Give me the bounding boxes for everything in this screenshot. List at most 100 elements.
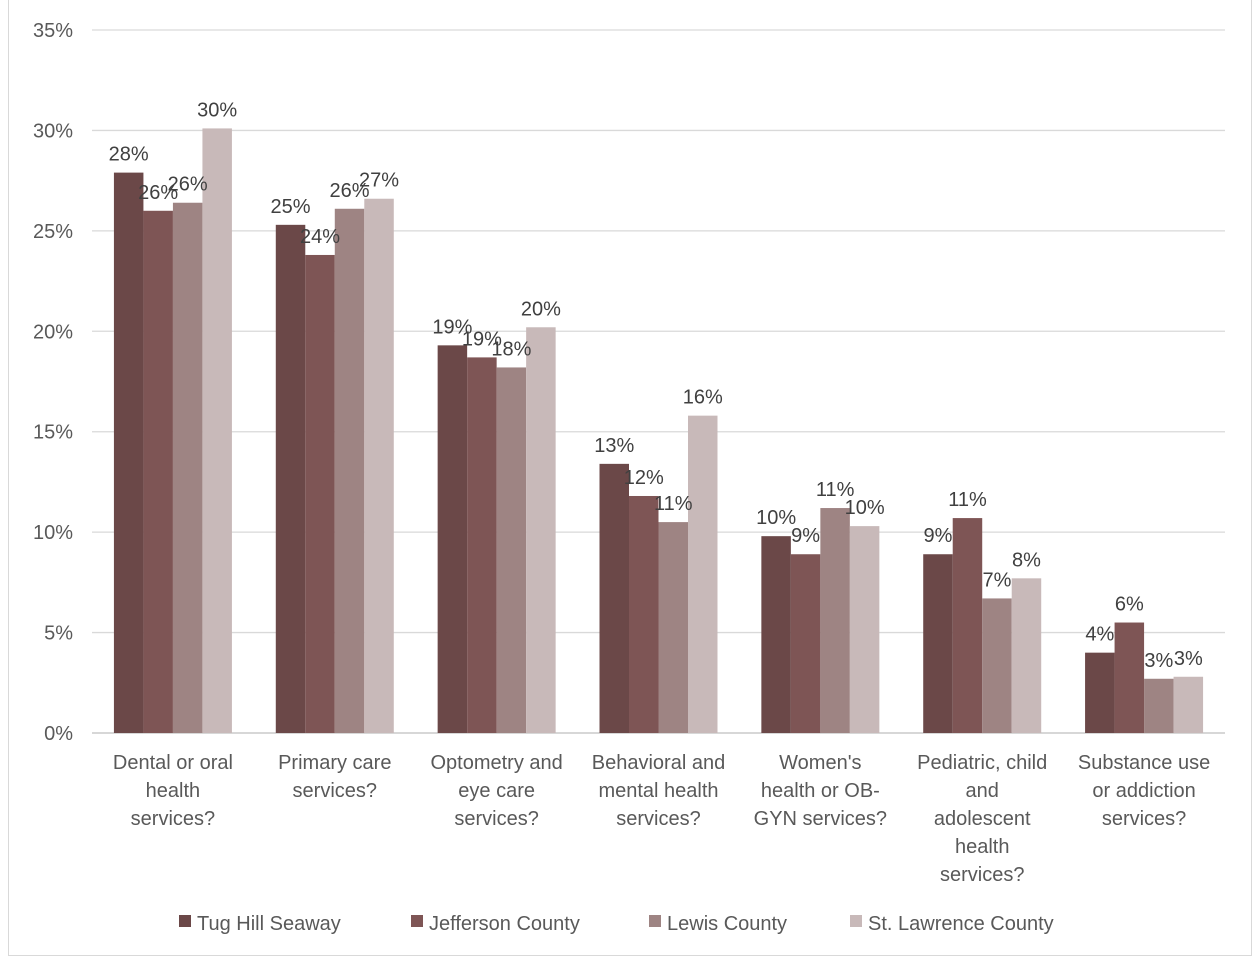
category-label: Women's (779, 752, 861, 774)
bar (526, 327, 556, 733)
bar (820, 508, 850, 733)
bar (1085, 652, 1115, 733)
data-label: 30% (197, 99, 237, 121)
legend-label: Jefferson County (429, 913, 580, 935)
category-label: Optometry and (430, 752, 562, 774)
bar (790, 554, 821, 733)
category-label: eye care (458, 780, 535, 802)
bar (113, 172, 144, 733)
bar (202, 128, 232, 734)
y-tick-label: 20% (33, 321, 73, 343)
bar (1144, 678, 1174, 733)
data-label: 8% (1012, 549, 1041, 571)
data-label: 4% (1085, 624, 1114, 646)
data-labels: 28%26%26%30%25%24%26%27%19%19%18%20%13%1… (109, 99, 1203, 671)
data-label: 28% (109, 144, 149, 166)
x-axis-categories: Dental or oral health services? Primary car… (113, 752, 1210, 886)
data-label: 18% (491, 338, 531, 360)
bar (658, 522, 688, 733)
bar (275, 224, 306, 733)
legend-swatch (179, 915, 191, 927)
data-label: 11% (816, 479, 855, 501)
legend: Tug Hill Seaway Jefferson County Lewis Cou… (179, 913, 1054, 935)
bar (334, 208, 365, 733)
category-label: mental health (598, 780, 718, 802)
category-label: services? (131, 808, 215, 830)
category-label: Primary care (278, 752, 391, 774)
category-label: health (955, 836, 1010, 858)
data-label: 6% (1115, 594, 1144, 616)
bar (437, 345, 468, 733)
category-label: Dental or oral (113, 752, 233, 774)
category-label: adolescent (934, 808, 1031, 830)
data-label: 25% (271, 196, 311, 218)
category-label: services? (293, 780, 377, 802)
data-label: 24% (300, 226, 340, 248)
bar (305, 254, 335, 733)
data-label: 3% (1144, 650, 1173, 672)
data-label: 26% (168, 174, 208, 196)
data-label: 19% (432, 316, 472, 338)
legend-swatch (850, 915, 862, 927)
bar (364, 198, 394, 734)
data-label: 7% (983, 569, 1012, 591)
bar (143, 210, 173, 733)
bar (982, 598, 1012, 733)
legend-swatch (649, 915, 661, 927)
bar (467, 357, 497, 733)
bar (1173, 676, 1204, 733)
data-label: 16% (683, 387, 723, 409)
data-label: 12% (624, 467, 664, 489)
category-label: and (966, 780, 999, 802)
data-label: 11% (948, 489, 987, 511)
legend-label: Tug Hill Seaway (197, 913, 341, 935)
bar (849, 526, 880, 733)
category-label: services? (454, 808, 538, 830)
bar (496, 367, 527, 733)
bars (113, 128, 1204, 734)
y-tick-label: 10% (33, 522, 73, 544)
data-label: 9% (791, 525, 820, 547)
bar (172, 202, 203, 734)
category-label: Pediatric, child (917, 752, 1047, 774)
bar (688, 415, 718, 733)
category-label: services? (1102, 808, 1186, 830)
bar (599, 463, 629, 733)
category-label: GYN services? (754, 808, 887, 830)
y-tick-label: 5% (44, 623, 73, 645)
data-label: 20% (521, 298, 561, 320)
data-label: 9% (924, 525, 953, 547)
y-tick-label: 15% (33, 422, 73, 444)
category-label: Substance use (1078, 752, 1210, 774)
category-label: Behavioral and (592, 752, 725, 774)
category-label: services? (616, 808, 700, 830)
category-label: health or OB- (761, 780, 880, 802)
data-label: 10% (845, 497, 885, 519)
data-label: 10% (756, 507, 796, 529)
bar (1114, 622, 1145, 733)
bar (952, 518, 983, 733)
data-label: 27% (359, 170, 399, 192)
data-label: 19% (462, 328, 502, 350)
category-label: health (146, 780, 201, 802)
data-label: 26% (330, 180, 370, 202)
bar (1011, 578, 1042, 733)
y-tick-label: 0% (44, 723, 73, 745)
category-label: or addiction (1092, 780, 1195, 802)
data-label: 13% (594, 435, 634, 457)
bar (629, 495, 659, 733)
y-tick-label: 25% (33, 221, 73, 243)
data-label: 26% (138, 182, 178, 204)
y-tick-label: 30% (33, 120, 73, 142)
legend-swatch (411, 915, 423, 927)
legend-label: St. Lawrence County (868, 913, 1054, 935)
bar (761, 536, 791, 733)
category-label: services? (940, 864, 1024, 886)
data-label: 11% (654, 493, 693, 515)
data-label: 3% (1174, 648, 1203, 670)
bar (923, 554, 953, 733)
legend-label: Lewis County (667, 913, 787, 935)
y-tick-label: 35% (33, 20, 73, 42)
y-axis-ticks: 0% 5% 10% 15% 20% 25% 30% 35% (33, 20, 73, 745)
